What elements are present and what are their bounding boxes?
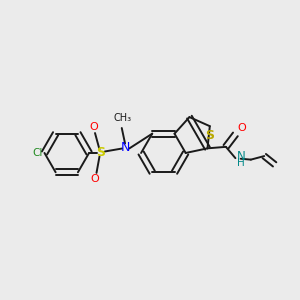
Text: S: S [97, 146, 106, 160]
Text: S: S [205, 128, 214, 142]
Text: N: N [237, 150, 246, 163]
Text: O: O [91, 174, 99, 184]
Text: H: H [237, 158, 244, 169]
Text: Cl: Cl [33, 148, 43, 158]
Text: N: N [121, 140, 130, 154]
Text: O: O [89, 122, 98, 132]
Text: CH₃: CH₃ [114, 113, 132, 123]
Text: O: O [237, 123, 246, 133]
